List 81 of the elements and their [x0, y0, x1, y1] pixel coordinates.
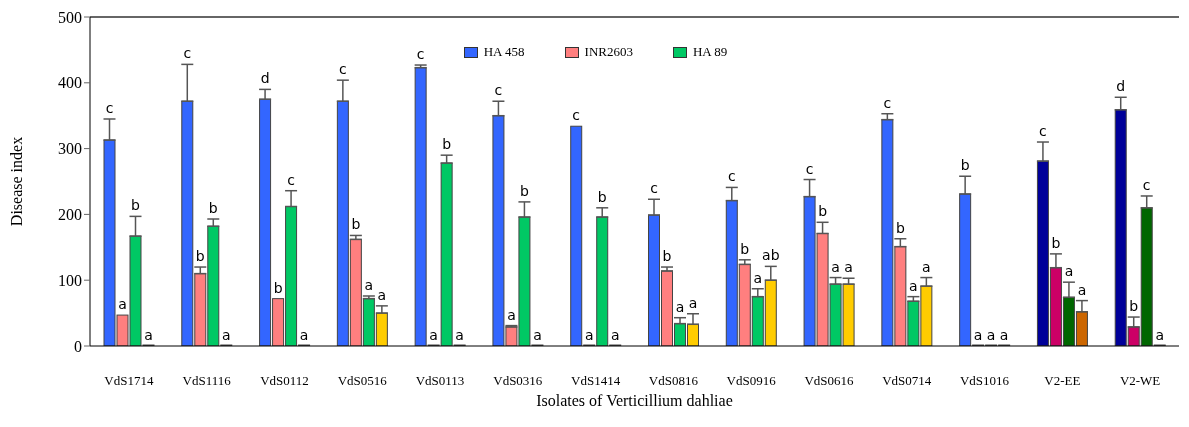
legend-label: HA 89 [691, 44, 728, 60]
data-label: b [740, 240, 750, 257]
data-label: b [895, 219, 905, 236]
y-tick-label: 300 [58, 140, 82, 158]
y-tick-label: 0 [74, 337, 82, 355]
x-tick-label: VdS0916 [726, 373, 777, 389]
data-label: a [221, 327, 231, 343]
data-label: a [118, 296, 127, 313]
x-tick-label: V2-WE [1119, 373, 1161, 389]
y-axis-title: Disease index [7, 136, 25, 227]
x-tick-label: VdS0516 [337, 373, 388, 389]
data-label: a [1155, 327, 1165, 343]
data-label: a [364, 276, 374, 293]
legend-label: INR2603 [583, 44, 633, 60]
data-label: c [416, 46, 425, 63]
data-label: a [429, 327, 438, 343]
data-label: a [377, 286, 387, 303]
data-label: a [986, 327, 996, 343]
x-tick-label: VdS1414 [571, 373, 621, 389]
data-label: b [131, 197, 141, 214]
data-label: b [1129, 298, 1139, 315]
data-label: c [494, 82, 503, 99]
y-tick-label: 100 [58, 271, 82, 289]
data-label: c [727, 168, 736, 185]
data-label: a [753, 269, 763, 286]
data-label: a [999, 327, 1009, 343]
y-tick-label: 500 [58, 8, 82, 26]
x-tick-label: VdS1714 [104, 373, 154, 389]
data-label: a [533, 327, 542, 343]
data-label: b [818, 203, 828, 220]
x-tick-label: VdS0112 [260, 373, 309, 389]
data-label: b [662, 248, 672, 265]
data-label: a [844, 259, 853, 276]
x-tick-label: VdS0816 [648, 373, 699, 389]
data-label: c [339, 61, 347, 78]
legend-label: HA 458 [482, 44, 525, 60]
data-label: ab [762, 247, 780, 264]
x-axis-title: Isolates of Verticillium dahliae [536, 392, 733, 409]
data-label: c [650, 180, 658, 197]
x-tick-label: VdS0714 [882, 373, 932, 389]
data-label: a [973, 327, 983, 343]
data-label: c [805, 160, 814, 177]
data-label: b [519, 182, 529, 199]
x-tick-label: VdS0616 [804, 373, 855, 389]
data-label: a [584, 327, 594, 343]
y-tick-label: 200 [58, 206, 82, 224]
data-label: a [922, 258, 931, 275]
data-label: b [442, 136, 452, 153]
data-label: b [960, 157, 970, 174]
data-label: d [1116, 78, 1126, 95]
data-label: c [287, 171, 295, 188]
y-tick-label: 400 [58, 74, 82, 92]
data-label: a [831, 258, 840, 275]
data-label: b [351, 216, 361, 233]
data-label: a [909, 277, 918, 294]
data-label: a [1064, 263, 1074, 280]
data-label: c [883, 94, 892, 111]
x-tick-label: VdS1116 [182, 373, 232, 389]
data-label: a [688, 294, 698, 311]
data-label: c [1142, 176, 1151, 193]
data-label: a [1077, 281, 1087, 298]
data-label: c [572, 107, 581, 124]
data-label: a [299, 327, 309, 343]
data-label: c [183, 45, 192, 62]
data-label: c [1039, 123, 1047, 140]
x-tick-label: VdS1016 [959, 373, 1010, 389]
data-label: a [455, 327, 464, 343]
data-label: a [675, 298, 685, 315]
data-label: b [1051, 234, 1061, 251]
data-label: b [195, 248, 205, 265]
x-tick-label: V2-EE [1044, 373, 1081, 389]
data-label: b [208, 200, 218, 217]
x-tick-label: VdS0316 [493, 373, 543, 389]
data-label: a [610, 327, 620, 343]
data-label: b [273, 279, 283, 296]
data-label: a [507, 306, 516, 323]
data-label: b [597, 188, 607, 205]
data-label: d [260, 70, 270, 87]
data-label: a [144, 327, 153, 343]
data-label: c [105, 99, 114, 116]
x-tick-label: VdS0113 [415, 373, 465, 389]
